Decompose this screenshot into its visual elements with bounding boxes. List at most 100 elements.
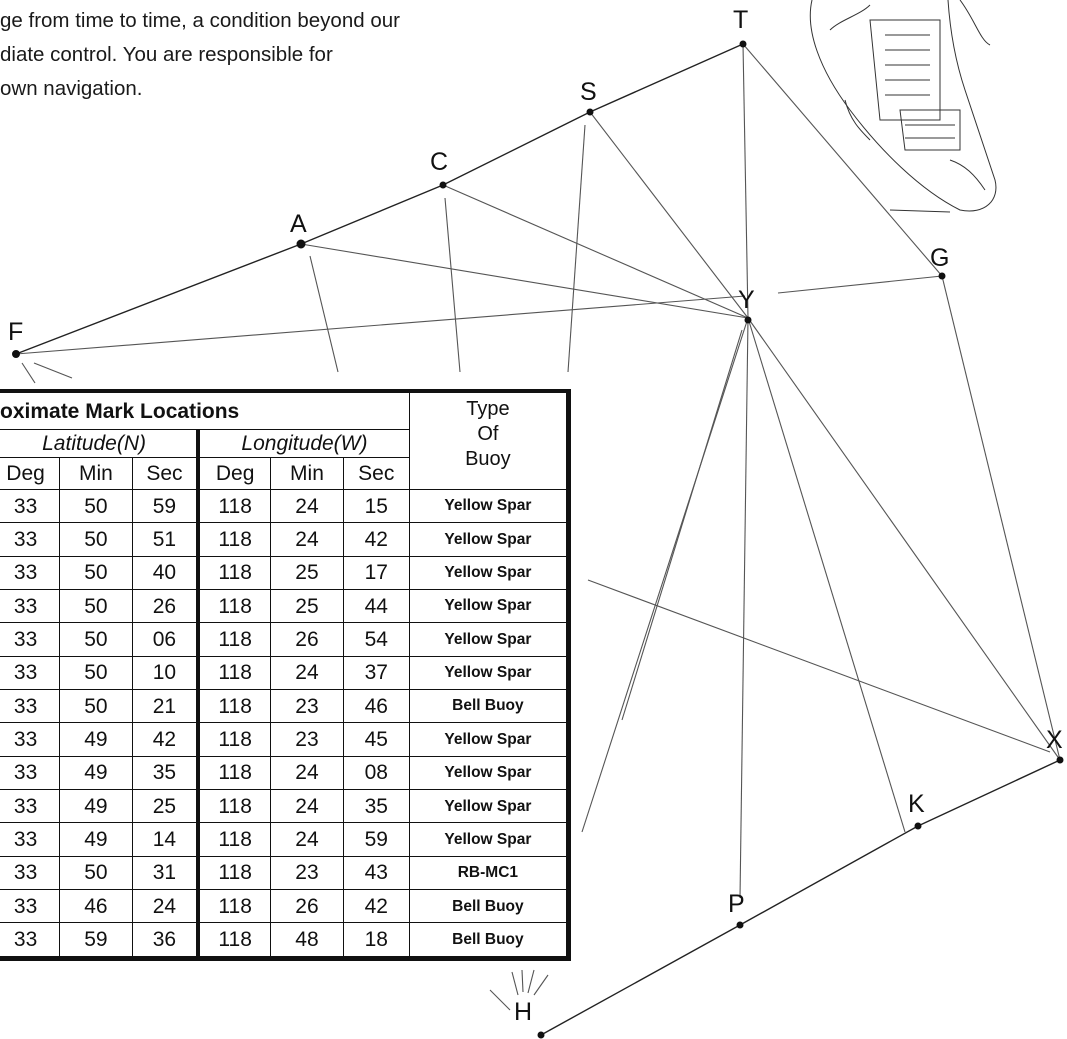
- mark-dot-X: [1056, 756, 1064, 764]
- mark-label-S: S: [580, 78, 597, 106]
- cell-lat-deg: 33: [0, 855, 61, 891]
- cell-lat-sec: 36: [131, 922, 199, 957]
- table-row: 33 50 59 118 24 15 Yellow Spar: [0, 488, 568, 524]
- table-body: 33 50 59 118 24 15 Yellow Spar 33 50 51 118 24 42 Yel…: [0, 488, 568, 957]
- table-row: 33 50 26 118 25 44 Yellow Spar: [0, 589, 568, 624]
- cell-lat-sec: 06: [131, 622, 199, 657]
- cell-lon-sec: 46: [342, 689, 410, 724]
- cell-lon-sec: 42: [342, 522, 410, 557]
- cell-lat-deg: 33: [0, 522, 61, 557]
- table-row: 33 49 35 118 24 08 Yellow Spar: [0, 755, 568, 791]
- cell-buoy-type: Yellow Spar: [408, 822, 568, 857]
- cell-lon-deg: 118: [196, 689, 272, 724]
- cell-lat-deg: 33: [0, 655, 61, 691]
- cell-lon-deg: 118: [196, 522, 272, 557]
- table-row: 33 49 42 118 23 45 Yellow Spar: [0, 722, 568, 757]
- cell-lat-min: 50: [59, 522, 133, 557]
- type-of-buoy-header: Type Of Buoy: [408, 392, 568, 490]
- cell-lon-min: 48: [270, 922, 344, 957]
- cell-lat-min: 59: [59, 922, 133, 957]
- mark-dot-A: [296, 239, 306, 249]
- mark-label-A: A: [290, 210, 307, 238]
- cell-lon-sec: 15: [342, 488, 410, 524]
- mark-label-F: F: [8, 318, 23, 346]
- longitude-header: Longitude(W): [196, 429, 410, 458]
- mark-label-P: P: [728, 890, 745, 918]
- col-header-lon-sec: Sec: [342, 457, 410, 490]
- cell-lon-min: 25: [270, 555, 344, 591]
- intro-text: ge from time to time, a condition beyond…: [0, 4, 540, 106]
- cell-lat-min: 50: [59, 689, 133, 724]
- cell-lon-sec: 44: [342, 589, 410, 624]
- cell-buoy-type: Bell Buoy: [408, 689, 568, 724]
- cell-lon-sec: 54: [342, 622, 410, 657]
- mark-label-K: K: [908, 790, 925, 818]
- cell-lon-min: 26: [270, 889, 344, 924]
- cell-lat-sec: 21: [131, 689, 199, 724]
- cell-buoy-type: Yellow Spar: [408, 755, 568, 791]
- cell-lat-min: 50: [59, 488, 133, 524]
- cell-lat-min: 50: [59, 589, 133, 624]
- cell-lat-sec: 25: [131, 789, 199, 824]
- cell-lat-min: 49: [59, 822, 133, 857]
- col-header-lon-min: Min: [270, 457, 344, 490]
- table-row: 33 46 24 118 26 42 Bell Buoy: [0, 889, 568, 924]
- latitude-header: Latitude(N): [0, 429, 199, 458]
- intro-line: ge from time to time, a condition beyond…: [0, 9, 400, 32]
- table-row: 33 49 25 118 24 35 Yellow Spar: [0, 789, 568, 824]
- mark-dot-K: [914, 822, 922, 830]
- cell-lon-sec: 59: [342, 822, 410, 857]
- cell-lat-deg: 33: [0, 822, 61, 857]
- cell-lon-deg: 118: [196, 922, 272, 957]
- cell-lon-deg: 118: [196, 855, 272, 891]
- cell-lon-sec: 42: [342, 889, 410, 924]
- mark-label-T: T: [733, 6, 748, 34]
- cell-lat-deg: 33: [0, 922, 61, 957]
- type-header-line: Buoy: [465, 448, 511, 470]
- cell-lon-min: 23: [270, 689, 344, 724]
- mark-label-C: C: [430, 148, 448, 176]
- course-lines: [15, 43, 1061, 1036]
- table-row: 33 49 14 118 24 59 Yellow Spar: [0, 822, 568, 857]
- cell-lon-deg: 118: [196, 589, 272, 624]
- cell-lon-deg: 118: [196, 889, 272, 924]
- cell-lon-min: 23: [270, 855, 344, 891]
- cell-lon-deg: 118: [196, 822, 272, 857]
- cell-lat-deg: 33: [0, 722, 61, 757]
- cell-lon-deg: 118: [196, 488, 272, 524]
- mark-dot-P: [736, 921, 744, 929]
- cell-buoy-type: Yellow Spar: [408, 522, 568, 557]
- mark-locations-table: oximate Mark Locations Type Of Buoy Lati…: [0, 392, 568, 957]
- cell-buoy-type: Yellow Spar: [408, 589, 568, 624]
- cell-lat-deg: 33: [0, 689, 61, 724]
- cell-lon-sec: 37: [342, 655, 410, 691]
- col-header-lat-min: Min: [59, 457, 133, 490]
- island-sketch: [809, 0, 997, 213]
- cell-lon-deg: 118: [196, 789, 272, 824]
- cell-buoy-type: Yellow Spar: [408, 555, 568, 591]
- intro-line: diate control. You are responsible for: [0, 43, 333, 66]
- cell-lon-sec: 08: [342, 755, 410, 791]
- cell-lat-sec: 26: [131, 589, 199, 624]
- cell-lon-min: 24: [270, 789, 344, 824]
- cell-lon-min: 24: [270, 522, 344, 557]
- cell-buoy-type: Bell Buoy: [408, 922, 568, 957]
- cell-lat-deg: 33: [0, 488, 61, 524]
- table-row: 33 50 21 118 23 46 Bell Buoy: [0, 689, 568, 724]
- cell-lat-sec: 40: [131, 555, 199, 591]
- mark-label-X: X: [1046, 726, 1063, 754]
- col-header-lon-deg: Deg: [196, 457, 272, 490]
- mark-locations-table-wrapper: oximate Mark Locations Type Of Buoy Lati…: [0, 389, 571, 961]
- cell-lon-sec: 35: [342, 789, 410, 824]
- intro-line: own navigation.: [0, 77, 143, 100]
- cell-lon-deg: 118: [196, 655, 272, 691]
- cell-lon-deg: 118: [196, 555, 272, 591]
- cell-lon-sec: 17: [342, 555, 410, 591]
- cell-lon-min: 24: [270, 755, 344, 791]
- mark-dot-Y: [744, 316, 752, 324]
- mark-dot-G: [938, 272, 946, 280]
- cell-lon-deg: 118: [196, 622, 272, 657]
- mark-dot-F: [12, 350, 20, 358]
- cell-lat-sec: 59: [131, 488, 199, 524]
